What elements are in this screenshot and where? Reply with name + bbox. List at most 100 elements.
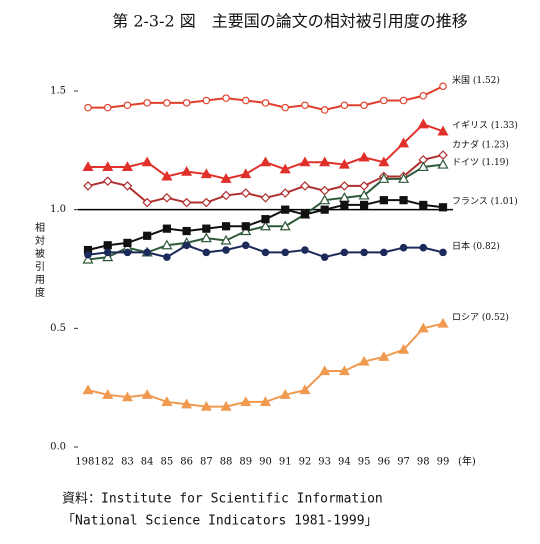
point [301, 101, 309, 110]
point [398, 173, 410, 183]
point [299, 384, 311, 395]
x-tick-label: 84 [141, 457, 154, 468]
series-label: イギリス (1.33) [452, 120, 518, 131]
x-tick-label: 94 [338, 457, 351, 468]
point [143, 248, 151, 257]
point [419, 91, 428, 100]
point [439, 248, 447, 257]
point [281, 248, 290, 257]
x-tick-label: 95 [358, 457, 371, 468]
point [319, 156, 331, 167]
point [338, 158, 350, 169]
point [279, 389, 291, 399]
point [221, 222, 231, 231]
y-axis-label: 相対被引用度 [33, 221, 45, 300]
point [438, 203, 448, 212]
point [200, 168, 212, 179]
source: 資料：Institute for Scientific Information [62, 492, 383, 507]
point [378, 351, 390, 361]
source: 「National Science Indicators 1981-1999」 [62, 514, 378, 529]
point [417, 118, 429, 129]
point [380, 96, 388, 105]
point [103, 241, 112, 250]
point [399, 196, 408, 205]
series-label: 日本 (0.82) [452, 240, 500, 252]
point [103, 248, 112, 257]
point [161, 170, 173, 181]
point [102, 176, 113, 187]
point [280, 188, 291, 198]
x-tick-label: 93 [318, 457, 331, 468]
point [319, 194, 331, 205]
point [161, 396, 173, 407]
point [102, 251, 114, 262]
point [220, 400, 232, 411]
point [360, 101, 368, 110]
point [143, 99, 151, 107]
point [220, 173, 232, 183]
point [260, 192, 271, 203]
point [299, 156, 311, 167]
point [182, 241, 191, 250]
point [261, 248, 270, 257]
point [241, 96, 250, 105]
point [102, 389, 114, 399]
point [378, 156, 390, 167]
x-tick-label: 82 [101, 457, 114, 468]
series-label: カナダ (1.23) [452, 139, 509, 151]
point [419, 200, 428, 210]
point [360, 200, 369, 210]
point [182, 99, 191, 107]
point [181, 398, 193, 409]
point [398, 137, 410, 148]
point [84, 103, 92, 112]
point [82, 253, 94, 264]
series-label: フランス (1.01) [452, 196, 518, 207]
point [358, 151, 370, 162]
point [123, 101, 132, 110]
x-unit: (年) [458, 455, 476, 468]
point [398, 343, 410, 354]
point [358, 189, 370, 200]
x-tick-label: 85 [161, 457, 174, 468]
point [281, 205, 290, 214]
point [162, 192, 172, 203]
point [202, 96, 211, 105]
point [340, 248, 349, 257]
point [417, 322, 429, 333]
point [123, 248, 132, 257]
point [340, 101, 349, 110]
point [82, 161, 94, 172]
point [259, 220, 272, 231]
point [220, 234, 232, 245]
point [437, 125, 449, 136]
point [438, 150, 448, 160]
point [301, 246, 309, 254]
point [319, 185, 330, 196]
series-line [88, 123, 444, 180]
point [340, 200, 349, 210]
point [163, 99, 171, 107]
point [320, 205, 329, 214]
y-tick-label: 1.0 [50, 204, 66, 215]
point [200, 400, 212, 411]
x-tick-label: 90 [259, 457, 272, 468]
y-tick-label: 0.5 [50, 323, 66, 334]
point [240, 225, 252, 236]
point [142, 197, 153, 208]
x-tick-label: 98 [417, 457, 430, 468]
point [380, 248, 388, 257]
point [279, 220, 291, 231]
point [338, 365, 350, 376]
point [202, 248, 211, 257]
point [202, 224, 211, 233]
point [103, 103, 112, 112]
x-tick-label: 92 [299, 457, 312, 468]
x-tick-label: 86 [180, 457, 193, 468]
point [141, 156, 153, 167]
point [84, 250, 92, 259]
point [182, 226, 191, 236]
point [121, 161, 133, 172]
point [261, 215, 270, 224]
